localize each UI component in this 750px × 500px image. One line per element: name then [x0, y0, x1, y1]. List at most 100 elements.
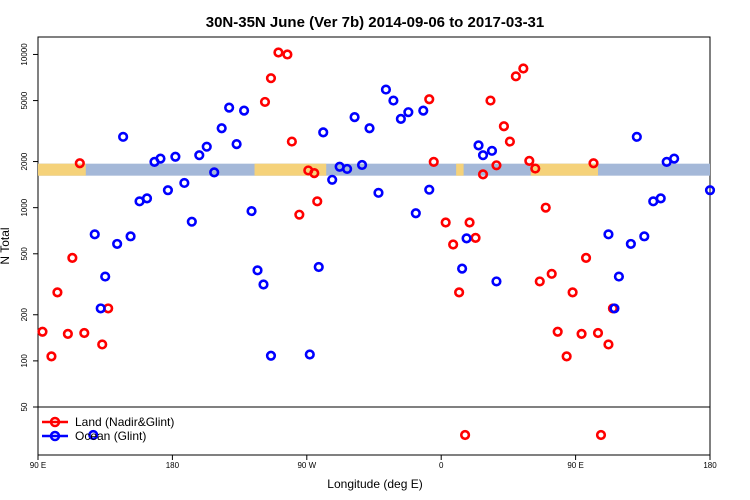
ocean-point [162, 185, 174, 196]
legend-ocean-marker [49, 430, 61, 442]
land-point [510, 71, 521, 82]
x-tick-label: 90 W [297, 461, 316, 470]
x-axis-label: Longitude (deg E) [327, 477, 422, 491]
land-point [312, 196, 323, 207]
land-point [294, 209, 305, 220]
land-point [540, 202, 551, 213]
y-tick-label: 2000 [20, 152, 29, 170]
land-point [440, 217, 451, 228]
ocean-point [457, 263, 468, 274]
ocean-point [318, 127, 329, 138]
land-point [97, 339, 108, 350]
ocean-point [313, 261, 324, 273]
ocean-point [388, 95, 399, 106]
ocean-point [418, 105, 429, 116]
land-point [265, 73, 277, 84]
data-points [37, 47, 716, 441]
y-axis: 50 100 200 500 1000 2000 5000 10000 [20, 43, 38, 411]
ocean-point [186, 216, 197, 227]
ocean-point [609, 303, 620, 314]
y-tick-label: 1000 [20, 198, 29, 216]
legend: Land (Nadir&Glint) Ocean (Glint) [42, 415, 174, 443]
band-land-segment [456, 163, 464, 176]
x-tick-label: 180 [703, 461, 717, 470]
land-point [282, 49, 293, 60]
land-point [37, 326, 48, 337]
ocean-point [258, 279, 269, 290]
ocean-point [216, 123, 227, 134]
x-tick-label: 180 [166, 461, 180, 470]
ocean-point [704, 185, 716, 196]
y-tick-label: 200 [20, 308, 29, 322]
ocean-point [265, 350, 277, 361]
ocean-point [356, 159, 368, 171]
land-point [603, 339, 614, 350]
y-tick-label: 100 [20, 354, 29, 368]
y-tick-label: 5000 [20, 91, 29, 109]
land-point [454, 287, 465, 298]
ocean-point [155, 153, 166, 164]
ocean-point [100, 271, 111, 282]
land-point [491, 160, 502, 171]
chart-title: 30N-35N June (Ver 7b) 2014-09-06 to 2017… [206, 14, 545, 31]
y-axis-label: N Total [0, 227, 12, 264]
ocean-point [209, 167, 220, 178]
land-point [459, 429, 471, 441]
ocean-point [89, 229, 100, 240]
ocean-point [118, 131, 129, 142]
ocean-point [410, 208, 421, 219]
ocean-point [252, 265, 263, 276]
land-point [286, 136, 297, 147]
ocean-point [125, 231, 136, 242]
band-land-segment [38, 163, 86, 176]
land-point [67, 252, 78, 264]
ocean-point [380, 84, 392, 95]
land-point [424, 94, 435, 105]
y-tick-label: 10000 [20, 43, 29, 66]
x-tick-label: 90 E [30, 461, 46, 470]
ocean-point [477, 150, 489, 161]
ocean-point [201, 141, 212, 152]
ocean-point [461, 233, 472, 244]
land-point [74, 158, 85, 169]
land-point [79, 327, 90, 339]
land-point [534, 276, 545, 287]
ocean-point [231, 138, 242, 150]
ocean-point [224, 102, 235, 113]
ocean-point [486, 145, 498, 156]
ocean-point [246, 205, 257, 217]
y-tick-label: 500 [20, 247, 29, 261]
ocean-point [342, 163, 353, 175]
land-point [498, 121, 510, 132]
ocean-point [349, 112, 360, 123]
land-point [309, 168, 320, 179]
land-point [464, 217, 475, 228]
ocean-point [194, 150, 205, 161]
legend-land-label: Land (Nadir&Glint) [75, 415, 174, 429]
band-ocean [38, 163, 710, 176]
ocean-point [491, 276, 502, 287]
ocean-point [112, 238, 123, 250]
ocean-point [639, 231, 650, 242]
ocean-point [603, 229, 614, 240]
land-point [530, 163, 541, 174]
land-point [552, 326, 563, 337]
land-point [52, 287, 63, 298]
land-point [477, 169, 489, 180]
land-point [428, 156, 439, 167]
ocean-point [669, 153, 680, 164]
ocean-point [473, 140, 484, 151]
legend-ocean-label: Ocean (Glint) [75, 429, 146, 443]
land-point [580, 252, 592, 264]
ocean-point [364, 123, 375, 134]
legend-land-marker [49, 416, 61, 428]
x-tick-label: 0 [439, 461, 444, 470]
land-point [595, 429, 607, 441]
land-point [62, 328, 73, 339]
ocean-point [179, 177, 190, 189]
band-land-segment [530, 163, 598, 176]
ocean-point [88, 429, 99, 441]
land-point [518, 63, 529, 74]
land-point [524, 155, 535, 166]
